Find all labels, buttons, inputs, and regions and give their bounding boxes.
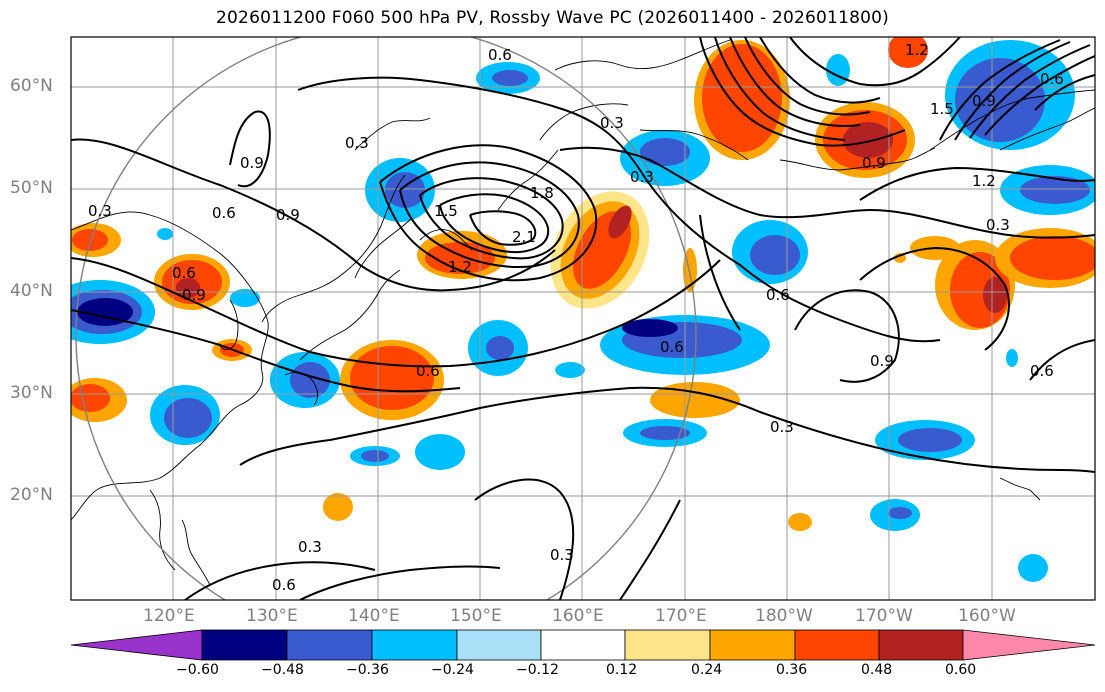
- colorbar-label: −0.24: [431, 662, 474, 678]
- contour-label: 0.6: [488, 46, 512, 64]
- map-background: [71, 37, 1095, 600]
- colorbar-segment: [878, 629, 964, 661]
- contour-label: 1.5: [434, 202, 458, 220]
- contour-label: 0.3: [630, 168, 654, 186]
- contour-label: 0.6: [1030, 362, 1054, 380]
- lat-label: 40°N: [10, 281, 53, 301]
- lon-label: 140°E: [348, 606, 400, 626]
- contour-label: 0.3: [600, 114, 624, 132]
- contour-label: 0.3: [550, 546, 574, 564]
- colorbar-extend-high: [962, 629, 1096, 661]
- colorbar-label: −0.48: [261, 662, 304, 678]
- contour-label: 0.9: [182, 286, 206, 304]
- lon-label: 180°W: [755, 606, 813, 626]
- contour-label: 1.8: [530, 184, 554, 202]
- colorbar-label: 0.60: [945, 662, 977, 678]
- contour-label: 0.6: [660, 338, 684, 356]
- contour-labels: 0.3 0.6 0.9 1.2 1.5 1.8 2.1 0.3 0.6 0.9 …: [88, 41, 1064, 594]
- colorbar-segment: [456, 629, 542, 661]
- colorbar-segment: [794, 629, 880, 661]
- reference-circle: [75, 37, 697, 600]
- contour-label: 0.6: [272, 576, 296, 594]
- contour-label: 0.3: [770, 418, 794, 436]
- lon-label: 120°E: [143, 606, 195, 626]
- lon-label: 130°E: [246, 606, 298, 626]
- colorbar-segment: [624, 629, 711, 661]
- colorbar-segment: [709, 629, 796, 661]
- lon-label: 170°W: [855, 606, 913, 626]
- contour-label: 0.9: [862, 154, 886, 172]
- contour-label: 0.6: [212, 204, 236, 222]
- contour-label: 0.6: [766, 286, 790, 304]
- colorbar-segment: [286, 629, 373, 661]
- colorbar-label: −0.36: [346, 662, 389, 678]
- colorbar-label: −0.60: [176, 662, 219, 678]
- contour-label: 0.6: [172, 264, 196, 282]
- colorbar-segment: [371, 629, 458, 661]
- lon-label: 170°E: [655, 606, 707, 626]
- lat-label: 30°N: [10, 383, 53, 403]
- colorbar: [70, 629, 1096, 661]
- map-frame: [70, 36, 1096, 601]
- pv-contours: [71, 37, 1095, 600]
- contour-label: 0.6: [416, 362, 440, 380]
- contour-label: 0.3: [88, 202, 112, 220]
- contour-label: 1.5: [930, 100, 954, 118]
- map-gridlines: [71, 37, 1095, 600]
- contour-label: 0.3: [986, 216, 1010, 234]
- lon-label: 160°E: [552, 606, 604, 626]
- contour-label: 0.3: [298, 538, 322, 556]
- contour-label: 1.2: [972, 172, 996, 190]
- contour-label: 0.9: [276, 206, 300, 224]
- colorbar-label: 0.48: [861, 662, 893, 678]
- colorbar-label: 0.36: [776, 662, 808, 678]
- colorbar-label: 0.12: [606, 662, 638, 678]
- contour-label: 0.9: [972, 92, 996, 110]
- contour-label: 0.9: [870, 352, 894, 370]
- colorbar-segment: [201, 629, 288, 661]
- figure-title: 2026011200 F060 500 hPa PV, Rossby Wave …: [216, 8, 889, 28]
- lat-label: 60°N: [10, 76, 53, 96]
- lon-label: 160°W: [958, 606, 1016, 626]
- contour-label: 0.9: [240, 154, 264, 172]
- anomaly-negative-west: [71, 280, 155, 344]
- lat-label: 50°N: [10, 178, 53, 198]
- lat-label: 20°N: [10, 485, 53, 505]
- contour-label: 1.2: [905, 41, 929, 59]
- contour-label: 2.1: [512, 228, 536, 246]
- colorbar-label: −0.12: [516, 662, 559, 678]
- contour-label: 1.2: [448, 258, 472, 276]
- contour-label: 0.6: [1040, 70, 1064, 88]
- colorbar-segment: [540, 629, 626, 661]
- contour-label: 0.3: [345, 134, 369, 152]
- colorbar-label: 0.24: [691, 662, 723, 678]
- lon-label: 150°E: [450, 606, 502, 626]
- colorbar-extend-low: [70, 629, 203, 661]
